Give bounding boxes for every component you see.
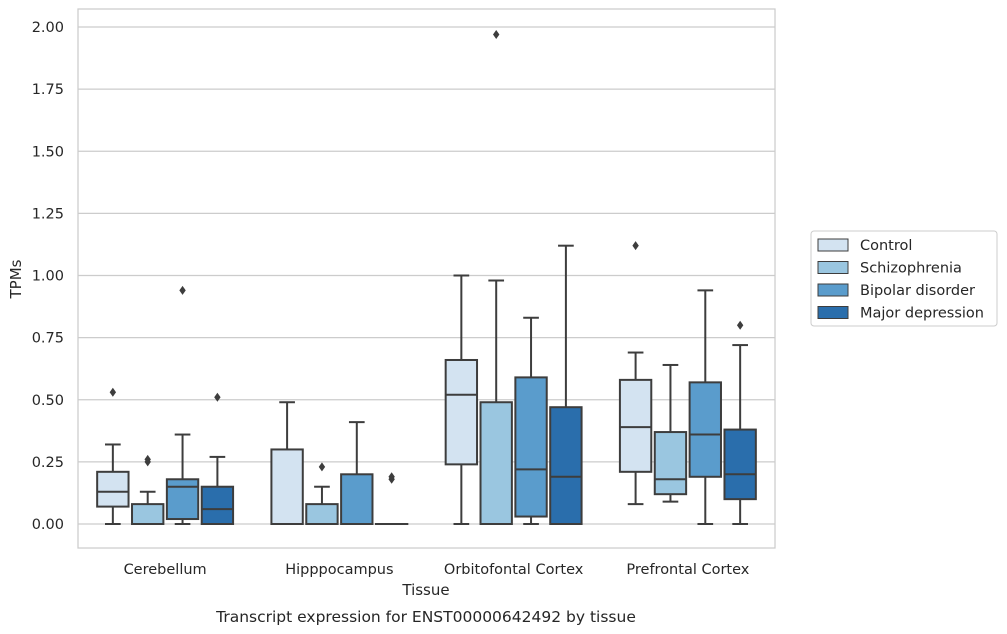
outlier-point bbox=[388, 472, 395, 482]
box-iqr bbox=[549, 406, 583, 525]
box-iqr bbox=[618, 378, 653, 473]
box-iqr bbox=[444, 358, 479, 466]
box-3-1 bbox=[374, 472, 409, 526]
outlier-point bbox=[632, 241, 639, 251]
outlier-point bbox=[109, 387, 117, 397]
legend-label: Control bbox=[860, 238, 912, 254]
box-1-0 bbox=[131, 454, 165, 525]
box-2-0 bbox=[165, 285, 200, 525]
y-tick-label: 1.75 bbox=[32, 82, 64, 98]
legend-label: Bipolar disorder bbox=[860, 283, 975, 299]
box-iqr bbox=[200, 485, 235, 526]
y-tick-label: 0.75 bbox=[32, 331, 64, 347]
box-1-1 bbox=[305, 462, 339, 525]
y-tick-label: 2.00 bbox=[32, 20, 64, 36]
outlier-point bbox=[144, 454, 151, 464]
box-1-3 bbox=[653, 363, 688, 503]
y-gridlines bbox=[78, 26, 775, 525]
box-3-0 bbox=[200, 392, 235, 526]
box-2-2 bbox=[514, 316, 548, 525]
legend-swatch bbox=[817, 238, 849, 252]
box-3-2 bbox=[549, 244, 583, 525]
box-iqr bbox=[305, 503, 339, 525]
y-tick-label: 0.50 bbox=[32, 393, 64, 409]
x-tick-label: Cerebellum bbox=[124, 562, 207, 578]
y-tick-label: 1.50 bbox=[32, 144, 64, 160]
legend-swatch bbox=[817, 283, 849, 297]
box-3-3 bbox=[723, 320, 757, 525]
legend-swatch bbox=[817, 306, 849, 319]
x-tick-label: Orbitofontal Cortex bbox=[444, 562, 584, 578]
outlier-point bbox=[179, 285, 186, 295]
y-tick-label: 1.25 bbox=[32, 206, 64, 222]
box-0-1 bbox=[270, 401, 304, 526]
box-iqr bbox=[514, 376, 548, 518]
x-axis-ticks: Cerebellum Hipppocampus Orbitofontal Corte… bbox=[124, 562, 750, 578]
box-iqr bbox=[165, 478, 200, 521]
box-iqr bbox=[688, 381, 722, 478]
box-0-0 bbox=[96, 387, 130, 525]
legend: Control Schizophrenia Bipolar disorder Majo… bbox=[810, 230, 998, 327]
legend-label: Schizophrenia bbox=[860, 261, 962, 277]
box-iqr bbox=[340, 473, 374, 525]
box-0-2 bbox=[444, 274, 479, 525]
box-plot-series bbox=[96, 29, 757, 526]
legend-label: Major depression bbox=[860, 306, 984, 322]
legend-swatch bbox=[817, 261, 849, 274]
legend-frame bbox=[810, 230, 998, 327]
y-tick-label: 1.00 bbox=[32, 269, 64, 285]
box-iqr bbox=[96, 470, 130, 508]
box-2-3 bbox=[688, 289, 722, 525]
box-2-1 bbox=[340, 421, 374, 525]
x-tick-label: Prefrontal Cortex bbox=[626, 562, 749, 578]
y-axis-ticks: 0.00 0.25 0.50 0.75 1.00 1.25 1.50 1.75 2.00 bbox=[32, 20, 64, 533]
y-tick-label: 0.00 bbox=[32, 517, 64, 533]
box-iqr bbox=[653, 431, 688, 496]
box-0-3 bbox=[618, 241, 653, 506]
y-tick-label: 0.25 bbox=[32, 455, 64, 471]
x-axis-label: Tissue bbox=[401, 581, 449, 599]
outlier-point bbox=[318, 462, 326, 472]
box-iqr bbox=[270, 448, 304, 526]
chart-caption: Transcript expression for ENST0000064249… bbox=[215, 608, 636, 626]
outlier-point bbox=[736, 320, 744, 330]
x-tick-label: Hipppocampus bbox=[285, 562, 393, 578]
plot-area-frame bbox=[77, 8, 776, 549]
box-iqr bbox=[723, 428, 757, 501]
outlier-point bbox=[493, 29, 500, 39]
box-iqr bbox=[131, 503, 165, 525]
outlier-point bbox=[214, 392, 221, 402]
box-iqr bbox=[479, 401, 513, 525]
box-1-2 bbox=[479, 29, 513, 525]
y-axis-label: TPMs bbox=[7, 259, 25, 299]
